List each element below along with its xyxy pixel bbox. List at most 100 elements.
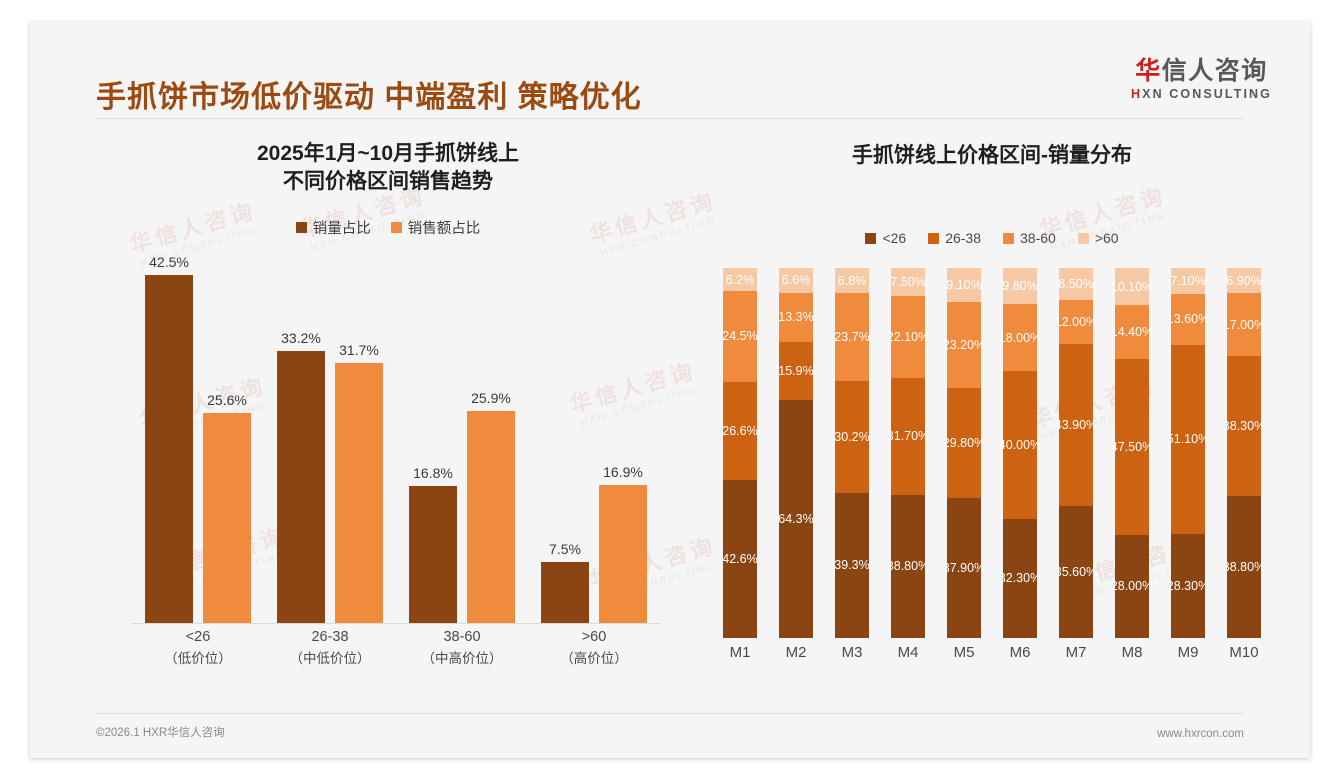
stacked-bar-segment[interactable]: 32.30% [999, 518, 1041, 639]
stacked-bar-segment[interactable]: 38.80% [1223, 495, 1265, 639]
stacked-bar-column[interactable]: 7.50% 22.10% 31.70% 38.80% [880, 268, 936, 639]
grouped-bar-legend-item[interactable]: 销量占比 [295, 217, 371, 238]
stacked-bar-legend-item[interactable]: <26 [865, 230, 906, 246]
stacked-bar-segment[interactable]: 9.80% [1002, 268, 1038, 305]
x-axis-tick-main: <26 [185, 629, 211, 646]
bar-rect[interactable] [145, 274, 193, 624]
bar-column[interactable]: 25.6% [203, 254, 251, 624]
stacked-bar-segment[interactable]: 38.80% [887, 494, 929, 639]
stacked-bar-segment[interactable]: 28.30% [1167, 533, 1209, 639]
stacked-bar-column[interactable]: 9.10% 23.20% 29.80% 37.90% [936, 268, 992, 639]
stacked-bar-segment[interactable]: 64.3% [778, 400, 814, 639]
x-axis-tick-label: M6 [1009, 644, 1031, 662]
bar-rect[interactable] [335, 363, 383, 624]
segment-value-label: 22.10% [886, 329, 930, 344]
bar-column[interactable]: 31.7% [335, 254, 383, 624]
bar-column[interactable]: 16.8% [409, 254, 457, 624]
stacked-bar-segment[interactable]: 15.9% [778, 341, 814, 401]
stacked-bar[interactable]: 6.6% 13.3% 15.9% 64.3% [778, 268, 814, 639]
stacked-bar-segment[interactable]: 37.90% [943, 497, 985, 639]
stacked-bar[interactable]: 8.50% 12.00% 43.90% 35.60% [1055, 268, 1097, 639]
stacked-bar-column[interactable]: 8.50% 12.00% 43.90% 35.60% [1048, 268, 1104, 639]
bar-value-label: 16.9% [603, 463, 643, 480]
stacked-bar[interactable]: 7.50% 22.10% 31.70% 38.80% [887, 268, 929, 639]
stacked-bar-segment[interactable]: 43.90% [1055, 343, 1097, 507]
stacked-bar-column[interactable]: 9.80% 18.00% 40.00% 32.30% [992, 268, 1048, 639]
bar-column[interactable]: 42.5% [145, 254, 193, 624]
stacked-bar-segment[interactable]: 24.5% [722, 291, 758, 382]
grouped-bar-legend-item[interactable]: 销售额占比 [390, 217, 480, 238]
stacked-bar-column[interactable]: 7.10% 13.60% 51.10% 28.30% [1160, 268, 1216, 639]
stacked-bar-segment[interactable]: 13.3% [778, 292, 814, 342]
stacked-bar-segment[interactable]: 6.90% [1226, 268, 1262, 294]
stacked-bar-legend-item[interactable]: >60 [1077, 230, 1119, 246]
stacked-bar[interactable]: 9.10% 23.20% 29.80% 37.90% [943, 268, 985, 639]
stacked-bar-segment[interactable]: 39.3% [834, 492, 870, 639]
stacked-bar-segment[interactable]: 14.40% [1111, 305, 1153, 359]
stacked-bar-segment[interactable]: 10.10% [1111, 268, 1153, 306]
bar-column[interactable]: 7.5% [541, 254, 589, 624]
bar-rect[interactable] [277, 351, 325, 624]
bar-column[interactable]: 16.9% [599, 254, 647, 624]
x-axis-tick-label: M8 [1121, 644, 1143, 662]
legend-label: 26-38 [945, 230, 981, 247]
stacked-bar-legend-item[interactable]: 26-38 [928, 230, 981, 246]
slide-header: 手抓饼市场低价驱动 中端盈利 策略优化 华信人咨询 HXN CONSULTING [30, 22, 1310, 120]
segment-value-label: 7.10% [1170, 274, 1206, 289]
bar-rect[interactable] [541, 561, 589, 624]
segment-value-label: 29.80% [942, 435, 986, 450]
stacked-bar-segment[interactable]: 47.50% [1111, 358, 1153, 535]
stacked-bar[interactable]: 7.10% 13.60% 51.10% 28.30% [1167, 268, 1209, 639]
bar-value-label: 7.5% [549, 540, 581, 557]
stacked-bar-column[interactable]: 6.8% 23.7% 30.2% 39.3% [824, 268, 880, 639]
page-title: 手抓饼市场低价驱动 中端盈利 策略优化 [96, 81, 642, 114]
bar-column[interactable]: 33.2% [277, 254, 325, 624]
legend-label: <26 [882, 230, 907, 247]
stacked-bar-segment[interactable]: 7.10% [1170, 268, 1206, 295]
x-axis-tick-label: >60 （高价位） [528, 626, 660, 669]
stacked-bar[interactable]: 6.8% 23.7% 30.2% 39.3% [834, 268, 870, 639]
stacked-bar-segment[interactable]: 28.00% [1111, 534, 1153, 639]
stacked-bar-segment[interactable]: 9.10% [946, 268, 982, 302]
stacked-bar-segment[interactable]: 17.00% [1223, 293, 1265, 356]
segment-value-label: 35.60% [1054, 565, 1098, 580]
stacked-bar-segment[interactable]: 51.10% [1167, 344, 1209, 534]
chart-title-left-line2: 不同价格区间销售趋势 [283, 170, 493, 194]
stacked-bar-segment[interactable]: 30.2% [834, 380, 870, 493]
stacked-bar-segment[interactable]: 13.60% [1167, 294, 1209, 345]
stacked-bar-column[interactable]: 6.2% 24.5% 26.6% 42.6% [712, 268, 768, 639]
stacked-bar-segment[interactable]: 23.7% [834, 293, 870, 381]
bar-rect[interactable] [467, 410, 515, 624]
stacked-bar[interactable]: 6.90% 17.00% 38.30% 38.80% [1223, 268, 1265, 639]
stacked-bar-segment[interactable]: 35.60% [1055, 506, 1097, 639]
bar-column[interactable]: 25.9% [467, 254, 515, 624]
stacked-bar-segment[interactable]: 6.2% [723, 268, 757, 292]
stacked-bar-segment[interactable]: 22.10% [887, 295, 929, 378]
stacked-bar-segment[interactable]: 42.6% [722, 480, 758, 639]
stacked-bar[interactable]: 9.80% 18.00% 40.00% 32.30% [999, 268, 1041, 639]
stacked-bar-segment[interactable]: 18.00% [999, 304, 1041, 371]
stacked-bar-segment[interactable]: 6.6% [779, 268, 813, 293]
stacked-bar-segment[interactable]: 31.70% [887, 377, 929, 495]
stacked-bar-column[interactable]: 6.6% 13.3% 15.9% 64.3% [768, 268, 824, 639]
stacked-bar-segment[interactable]: 23.20% [943, 301, 985, 388]
stacked-bar-segment[interactable]: 38.30% [1223, 355, 1265, 496]
stacked-bar-column[interactable]: 10.10% 14.40% 47.50% 28.00% [1104, 268, 1160, 639]
stacked-bar-segment[interactable]: 29.80% [943, 387, 985, 498]
stacked-bar[interactable]: 6.2% 24.5% 26.6% 42.6% [722, 268, 758, 639]
bar-rect[interactable] [203, 413, 251, 624]
stacked-bar-segment[interactable]: 12.00% [1055, 299, 1097, 344]
bar-value-label: 31.7% [339, 342, 379, 359]
stacked-bar-segment[interactable]: 26.6% [722, 381, 758, 481]
logo-chinese-text: 华信人咨询 [1131, 58, 1272, 84]
stacked-bar-segment[interactable]: 40.00% [999, 370, 1041, 519]
stacked-bar-segment[interactable]: 7.50% [890, 268, 926, 296]
stacked-bar-segment[interactable]: 6.8% [835, 268, 869, 294]
stacked-bar[interactable]: 10.10% 14.40% 47.50% 28.00% [1111, 268, 1153, 639]
stacked-bar-legend-item[interactable]: 38-60 [1003, 230, 1056, 246]
stacked-bar-column[interactable]: 6.90% 17.00% 38.30% 38.80% [1216, 268, 1272, 639]
segment-value-label: 40.00% [998, 437, 1042, 452]
bar-rect[interactable] [409, 485, 457, 624]
bar-rect[interactable] [599, 484, 647, 624]
stacked-bar-segment[interactable]: 8.50% [1058, 268, 1094, 300]
